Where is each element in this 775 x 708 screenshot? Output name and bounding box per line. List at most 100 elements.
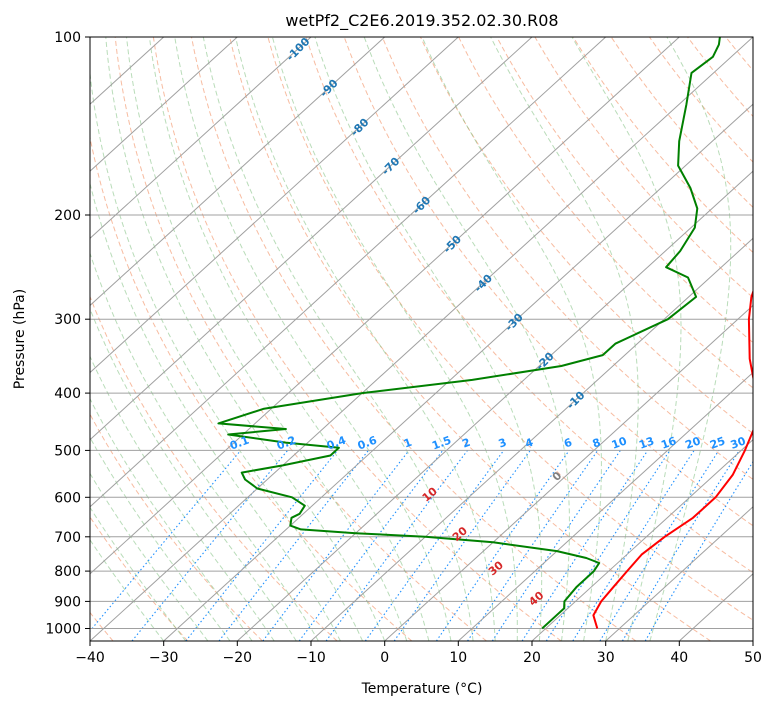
moist-adiabat-label: 0 xyxy=(550,469,565,484)
isotherm xyxy=(90,37,459,374)
moist-adiabat xyxy=(90,69,364,641)
y-axis-label: Pressure (hPa) xyxy=(12,289,28,389)
moist-adiabat xyxy=(421,37,602,641)
isotherm xyxy=(605,506,753,641)
mixing-ratio-line xyxy=(644,460,753,641)
mixing-ratio-label: 0.2 xyxy=(275,434,298,453)
dry-adiabat xyxy=(114,37,487,641)
mixing-ratio-line xyxy=(621,450,740,641)
mixing-ratio-label: 1.5 xyxy=(430,434,453,453)
isotherm xyxy=(90,37,238,172)
moist-adiabat xyxy=(649,37,732,641)
dry-adiabat xyxy=(610,37,753,208)
mixing-ratio-label: 3 xyxy=(497,436,509,451)
moist-adiabat xyxy=(314,37,543,641)
y-tick-label: 300 xyxy=(54,312,81,328)
dry-adiabat xyxy=(420,37,753,435)
dry-adiabat xyxy=(458,37,753,389)
mixing-ratio-line xyxy=(599,450,720,641)
moist-adiabat xyxy=(105,37,386,641)
dry-adiabat xyxy=(572,37,753,254)
moist-adiabat xyxy=(90,307,297,641)
isotherm xyxy=(90,37,607,508)
mixing-ratio-line xyxy=(185,450,339,641)
mixing-ratio-line xyxy=(325,450,468,641)
dry-adiabat xyxy=(764,37,775,641)
x-tick-label: 50 xyxy=(744,650,762,666)
profiles xyxy=(217,37,753,630)
moist-adiabat xyxy=(148,37,430,641)
isotherm xyxy=(90,37,680,575)
dry-adiabat xyxy=(534,37,753,299)
isotherm xyxy=(90,37,312,240)
isotherm xyxy=(236,170,753,641)
y-tick-label: 800 xyxy=(54,564,81,580)
moist-adiabat xyxy=(90,397,253,641)
x-tick-label: −30 xyxy=(149,650,179,666)
dry-adiabat xyxy=(305,37,753,574)
mixing-ratio-label: 8 xyxy=(591,436,603,451)
mixing-ratio-line xyxy=(131,450,289,641)
moist-adiabat xyxy=(490,37,639,641)
isotherm xyxy=(531,438,753,641)
moist-adiabat xyxy=(90,251,319,641)
mixing-ratio-line xyxy=(393,450,531,641)
dry-adiabat-label: 30 xyxy=(486,558,506,578)
dry-adiabat xyxy=(90,516,189,641)
moist-adiabat xyxy=(202,37,474,641)
y-axis: 100 200 300 400 500 600 700 800 900 1000 xyxy=(45,30,90,638)
isotherm xyxy=(310,237,753,641)
isotherm xyxy=(384,304,753,641)
dry-adiabat xyxy=(191,37,637,641)
moist-adiabat xyxy=(235,37,496,641)
x-tick-label: 40 xyxy=(670,650,688,666)
x-tick-label: 10 xyxy=(449,650,467,666)
plot-frame xyxy=(89,36,754,642)
moist-adiabat xyxy=(90,355,275,641)
dry-adiabat xyxy=(725,37,753,72)
x-tick-label: −10 xyxy=(296,650,326,666)
y-tick-label: 900 xyxy=(54,594,81,610)
x-axis: −40 −30 −20 −10 0 10 20 30 40 50 xyxy=(75,641,762,666)
dry-adiabat xyxy=(687,37,753,118)
mixing-ratio-line xyxy=(90,450,242,632)
dry-adiabat-label: 40 xyxy=(526,589,546,609)
isotherm xyxy=(752,640,753,641)
mixing-ratio-label: 16 xyxy=(659,434,678,452)
mixing-ratio-line xyxy=(298,450,444,641)
x-tick-label: 30 xyxy=(597,650,615,666)
dry-adiabat-label: 10 xyxy=(420,484,440,504)
mixing-ratio-label: 2 xyxy=(460,436,472,451)
moist-adiabat xyxy=(363,37,571,641)
mixing-ratio-label: 6 xyxy=(562,436,574,451)
moist-adiabat xyxy=(271,37,518,641)
isotherm xyxy=(90,37,386,307)
y-tick-label: 600 xyxy=(54,490,81,506)
dry-adiabat xyxy=(267,37,753,621)
x-tick-label: 20 xyxy=(523,650,541,666)
mixing-ratio-line xyxy=(467,450,599,641)
x-tick-label: −20 xyxy=(223,650,253,666)
mixing-ratio-label: 25 xyxy=(708,434,727,451)
mixing-ratio-label: 4 xyxy=(523,436,535,451)
line-labels: 0.1 0.2 0.4 0.6 1 1.5 2 3 4 6 8 10 13 16 20 25 30-100-90… xyxy=(228,35,748,609)
dry-adiabat xyxy=(90,295,338,641)
isotherm xyxy=(90,37,533,441)
moist-adiabat xyxy=(90,472,209,641)
dry-adiabat xyxy=(648,37,753,163)
mixing-ratio-label: 0.6 xyxy=(356,434,379,453)
dewpoint-line xyxy=(217,37,721,630)
isotherm xyxy=(457,371,753,641)
y-tick-label: 700 xyxy=(54,530,81,546)
x-axis-label: Temperature (°C) xyxy=(361,681,483,697)
temperature-line xyxy=(592,289,753,629)
mixing-ratio-line xyxy=(572,450,695,641)
mixing-ratio-label: 1 xyxy=(402,436,414,451)
mixing-ratio-label: 13 xyxy=(637,434,656,451)
mixing-ratio-label: 10 xyxy=(610,434,629,452)
mixing-ratio-label: 0.4 xyxy=(325,434,348,453)
grid xyxy=(90,37,753,641)
x-tick-label: 0 xyxy=(380,650,389,666)
y-tick-label: 200 xyxy=(54,208,81,224)
